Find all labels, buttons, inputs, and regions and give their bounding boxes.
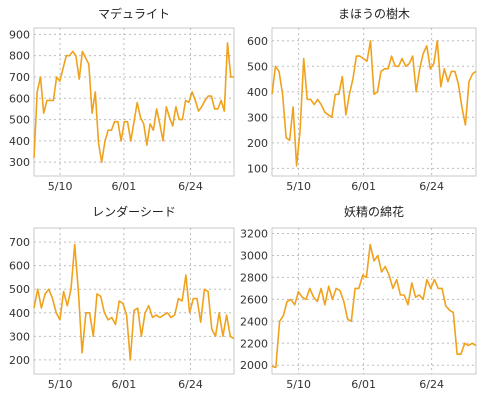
y-tick-label: 800 xyxy=(9,50,30,63)
series-line xyxy=(33,42,234,163)
y-tick-label: 500 xyxy=(9,283,30,296)
y-tick-label: 3200 xyxy=(240,227,268,240)
y-tick-label: 2800 xyxy=(240,271,268,284)
y-tick-label: 700 xyxy=(9,236,30,249)
x-tick-label: 6/01 xyxy=(112,378,137,391)
y-tick-label: 200 xyxy=(9,354,30,367)
y-tick-label: 400 xyxy=(9,135,30,148)
series-line xyxy=(271,39,477,167)
series-line xyxy=(271,243,477,369)
x-tick-label: 5/10 xyxy=(286,180,311,193)
plot-frame xyxy=(33,227,235,375)
chart-panel-4: 妖精の綿花 2000 2200 2400 2600 2800 3000 3200 5/10 6/0… xyxy=(240,204,477,391)
plot-frame xyxy=(33,27,235,177)
x-tick-label: 6/01 xyxy=(351,378,376,391)
plot-frame xyxy=(271,227,477,375)
y-tick-label: 100 xyxy=(247,162,268,175)
y-tick-label: 2000 xyxy=(240,359,268,372)
y-tick-label: 300 xyxy=(247,111,268,124)
y-tick-label: 400 xyxy=(9,307,30,320)
y-tick-label: 3000 xyxy=(240,249,268,262)
y-tick-label: 400 xyxy=(247,86,268,99)
chart-panel-3: レンダーシード 200 300 400 500 600 700 5/10 6/01 6/24 xyxy=(9,204,235,391)
x-tick-label: 6/24 xyxy=(419,378,444,391)
x-tick-label: 5/10 xyxy=(48,180,73,193)
y-tick-label: 500 xyxy=(9,114,30,127)
x-tick-label: 6/24 xyxy=(419,180,444,193)
series-line xyxy=(33,243,235,361)
y-tick-label: 500 xyxy=(247,60,268,73)
y-tick-label: 600 xyxy=(9,92,30,105)
chart-panel-2: まほうの樹木 100 200 300 400 500 600 5/10 6/01 6/24 xyxy=(247,7,477,193)
y-tick-label: 600 xyxy=(247,35,268,48)
x-tick-label: 5/10 xyxy=(48,378,73,391)
chart-title: マデュライト xyxy=(98,6,170,21)
y-tick-label: 2200 xyxy=(240,337,268,350)
y-tick-label: 900 xyxy=(9,28,30,41)
y-tick-label: 200 xyxy=(247,137,268,150)
y-tick-label: 2400 xyxy=(240,315,268,328)
chart-panel-1: マデュライト 300 400 500 600 700 800 900 5/10 6/01 6/24 xyxy=(9,6,235,193)
y-tick-label: 700 xyxy=(9,71,30,84)
chart-title: レンダーシード xyxy=(92,204,176,219)
x-tick-label: 5/10 xyxy=(286,378,311,391)
x-tick-label: 6/24 xyxy=(178,180,203,193)
chart-title: まほうの樹木 xyxy=(338,7,410,21)
x-tick-label: 6/01 xyxy=(351,180,376,193)
x-tick-label: 6/24 xyxy=(178,378,203,391)
chart-title: 妖精の綿花 xyxy=(344,204,404,219)
plot-frame xyxy=(271,27,477,177)
y-tick-label: 300 xyxy=(9,330,30,343)
y-tick-label: 600 xyxy=(9,260,30,273)
y-tick-label: 300 xyxy=(9,156,30,169)
y-tick-label: 2600 xyxy=(240,293,268,306)
x-tick-label: 6/01 xyxy=(112,180,137,193)
